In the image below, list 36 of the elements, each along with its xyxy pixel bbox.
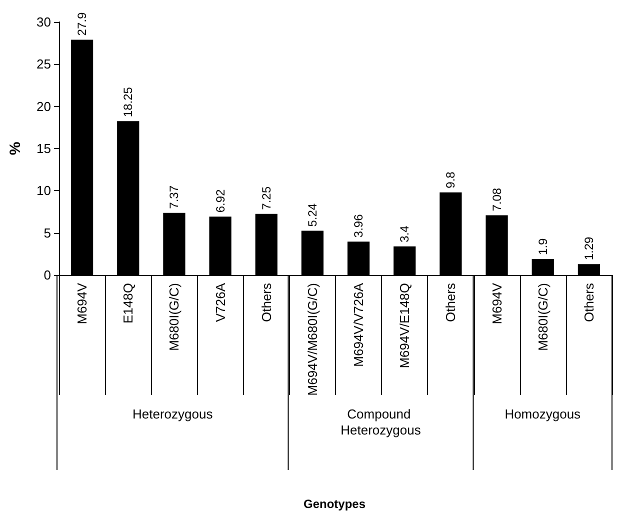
- text: Compound Heterozygous: [340, 406, 422, 438]
- data-label: 9.8: [444, 171, 458, 188]
- y-tick-label: 15: [36, 141, 51, 156]
- x-tick-label: E148Q: [120, 283, 136, 324]
- y-tick-label: 5: [44, 225, 51, 240]
- y-tick-label: 20: [36, 98, 51, 114]
- data-label: 1.9: [536, 238, 550, 255]
- data-label: 27.9: [75, 12, 90, 36]
- x-tick-label: M680I(G/C): [166, 283, 182, 351]
- data-label: 7.37: [167, 185, 182, 209]
- y-tick-label: 10: [36, 183, 51, 198]
- data-label: 5.24: [305, 203, 320, 227]
- text: Genotypes: [303, 497, 366, 511]
- data-label: 3.4: [398, 225, 412, 242]
- x-tick-label: M680I(G/C): [535, 283, 550, 351]
- y-tick-label: 25: [36, 56, 51, 72]
- y-tick-label: 0: [44, 268, 51, 282]
- data-label: 7.08: [490, 188, 504, 212]
- data-label: 18.25: [121, 86, 136, 118]
- text: Homozygous: [504, 406, 582, 422]
- text: Heterozygous: [132, 406, 214, 422]
- data-label: 1.29: [582, 236, 596, 260]
- x-tick-label: M694V/V726A: [351, 282, 366, 367]
- data-label: 6.92: [213, 188, 228, 213]
- x-tick-label: Others: [443, 282, 458, 322]
- data-label: 3.96: [352, 214, 366, 238]
- x-tick-label: V726A: [212, 282, 228, 322]
- x-tick-label: M694V: [74, 282, 90, 324]
- y-tick-label: 30: [36, 14, 51, 30]
- x-tick-label: M694V/M680I(G/C): [304, 283, 320, 396]
- x-tick-label: M694V: [489, 282, 504, 324]
- data-label: 7.25: [259, 186, 274, 210]
- x-tick-label: Others: [581, 282, 596, 322]
- x-tick-label: M694V/E148Q: [397, 283, 412, 368]
- y-axis-title: %: [7, 142, 24, 156]
- x-tick-label: Others: [258, 282, 274, 322]
